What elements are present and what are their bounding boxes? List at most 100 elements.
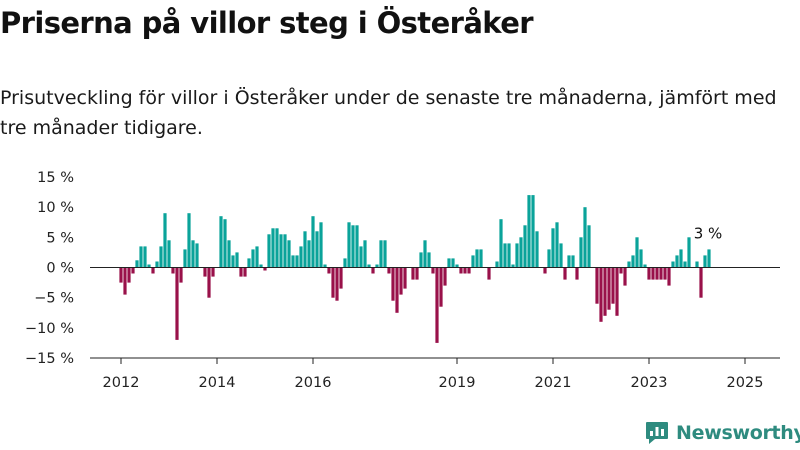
y-tick-label: 0 % bbox=[46, 261, 74, 277]
bar bbox=[239, 267, 243, 277]
bar-series bbox=[119, 195, 711, 343]
bar bbox=[707, 249, 711, 268]
bar bbox=[371, 267, 375, 274]
bar bbox=[367, 264, 371, 268]
bar bbox=[127, 267, 131, 283]
bar bbox=[615, 267, 619, 316]
bar bbox=[211, 267, 215, 277]
bar bbox=[243, 267, 247, 277]
bar bbox=[563, 267, 567, 280]
bar bbox=[359, 246, 363, 268]
bar bbox=[231, 255, 235, 268]
bar bbox=[527, 195, 531, 268]
bar bbox=[435, 267, 439, 343]
newsworthy-logo[interactable]: Newsworthy bbox=[644, 420, 800, 446]
bar bbox=[543, 267, 547, 274]
bar bbox=[547, 249, 551, 268]
bar bbox=[571, 255, 575, 268]
bar bbox=[511, 264, 515, 268]
bar bbox=[699, 267, 703, 298]
bar bbox=[579, 237, 583, 268]
bar bbox=[599, 267, 603, 322]
bar bbox=[627, 261, 631, 268]
bar bbox=[687, 237, 691, 268]
bar bbox=[263, 267, 267, 271]
bar bbox=[651, 267, 655, 280]
bar bbox=[703, 255, 707, 268]
bar bbox=[259, 264, 263, 268]
bar bbox=[631, 255, 635, 268]
bar bbox=[503, 243, 507, 268]
bar bbox=[355, 225, 359, 268]
bar bbox=[339, 267, 343, 289]
y-tick-label: 10 % bbox=[37, 200, 74, 216]
bar bbox=[327, 267, 331, 274]
bar bbox=[507, 243, 511, 268]
x-tick-label: 2016 bbox=[295, 375, 332, 391]
bar bbox=[135, 260, 139, 268]
bar bbox=[647, 267, 651, 280]
bar bbox=[387, 267, 391, 274]
bar bbox=[147, 264, 151, 268]
bar bbox=[299, 246, 303, 268]
bar bbox=[395, 267, 399, 313]
bar bbox=[459, 267, 463, 274]
bar bbox=[531, 195, 535, 268]
bar bbox=[303, 231, 307, 268]
bar bbox=[315, 231, 319, 268]
bar bbox=[451, 258, 455, 268]
bar bbox=[519, 237, 523, 268]
bar bbox=[143, 246, 147, 268]
bar bbox=[171, 267, 175, 274]
bar bbox=[447, 258, 451, 268]
bar bbox=[323, 264, 327, 268]
bar bbox=[479, 249, 483, 268]
bar bbox=[603, 267, 607, 316]
x-axis-ticks: 2012 2014 2016 2019 2021 2023 2025 bbox=[103, 358, 763, 391]
bar bbox=[619, 267, 623, 274]
bar bbox=[495, 261, 499, 268]
bar bbox=[227, 240, 231, 268]
bar bbox=[383, 240, 387, 268]
y-tick-label: 15 % bbox=[37, 170, 74, 186]
bar bbox=[131, 267, 135, 274]
bar bbox=[679, 249, 683, 268]
bar bbox=[235, 252, 239, 268]
bar bbox=[291, 255, 295, 268]
bar bbox=[139, 246, 143, 268]
bar bbox=[515, 243, 519, 268]
bar bbox=[179, 267, 183, 283]
bar bbox=[463, 267, 467, 274]
bar bbox=[411, 267, 415, 280]
bar bbox=[267, 234, 271, 268]
bar bbox=[415, 267, 419, 280]
bar bbox=[607, 267, 611, 310]
bar bbox=[195, 243, 199, 268]
bar bbox=[587, 225, 591, 268]
bar bbox=[499, 219, 503, 268]
bar bbox=[335, 267, 339, 301]
bar bbox=[255, 246, 259, 268]
bar bbox=[551, 228, 555, 268]
bar bbox=[191, 240, 195, 268]
bar bbox=[187, 213, 191, 268]
bar bbox=[307, 240, 311, 268]
bar bbox=[343, 258, 347, 268]
bar bbox=[275, 228, 279, 268]
bar bbox=[331, 267, 335, 298]
bar bbox=[671, 261, 675, 268]
bar bbox=[151, 267, 155, 274]
bar bbox=[431, 267, 435, 274]
bar bbox=[247, 258, 251, 268]
x-tick-label: 2021 bbox=[535, 375, 572, 391]
bar bbox=[583, 207, 587, 268]
bar bbox=[423, 240, 427, 268]
bar bbox=[403, 267, 407, 289]
bar bbox=[295, 255, 299, 268]
y-tick-label: −10 % bbox=[25, 321, 74, 337]
bar bbox=[439, 267, 443, 307]
chart-title: Priserna på villor steg i Österåker bbox=[0, 6, 534, 40]
x-tick-label: 2012 bbox=[103, 375, 140, 391]
bar bbox=[375, 264, 379, 268]
bar bbox=[203, 267, 207, 277]
